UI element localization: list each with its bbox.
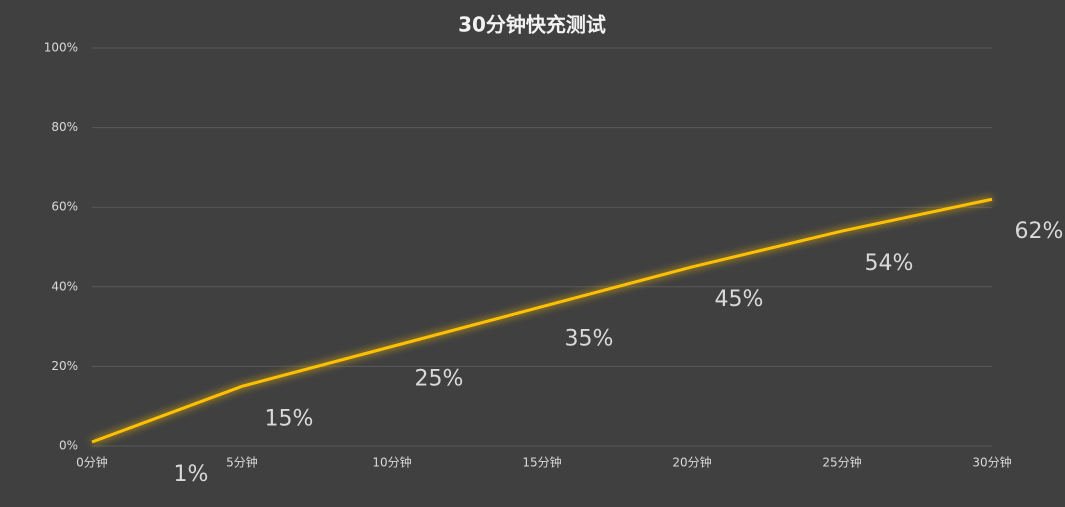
chart-title: 30分钟快充测试: [458, 13, 606, 37]
data-label: 1%: [174, 462, 209, 487]
y-tick-label: 60%: [51, 200, 78, 214]
data-label: 62%: [1015, 219, 1064, 244]
y-tick-label: 0%: [59, 439, 78, 453]
x-tick-label: 20分钟: [672, 455, 711, 470]
x-tick-label: 30分钟: [972, 455, 1011, 470]
x-tick-label: 15分钟: [522, 455, 561, 470]
y-tick-label: 100%: [44, 41, 78, 55]
x-tick-label: 10分钟: [372, 455, 411, 470]
x-tick-label: 5分钟: [226, 455, 258, 470]
y-tick-label: 40%: [51, 279, 78, 293]
y-tick-label: 20%: [51, 359, 78, 373]
x-tick-label: 0分钟: [76, 455, 108, 470]
data-label: 54%: [865, 251, 914, 276]
y-tick-label: 80%: [51, 120, 78, 134]
data-label: 45%: [715, 287, 764, 312]
data-label: 35%: [565, 327, 614, 352]
data-label: 15%: [265, 406, 314, 431]
data-line: [91, 197, 993, 444]
data-label: 25%: [415, 367, 464, 392]
x-tick-label: 25分钟: [822, 455, 861, 470]
